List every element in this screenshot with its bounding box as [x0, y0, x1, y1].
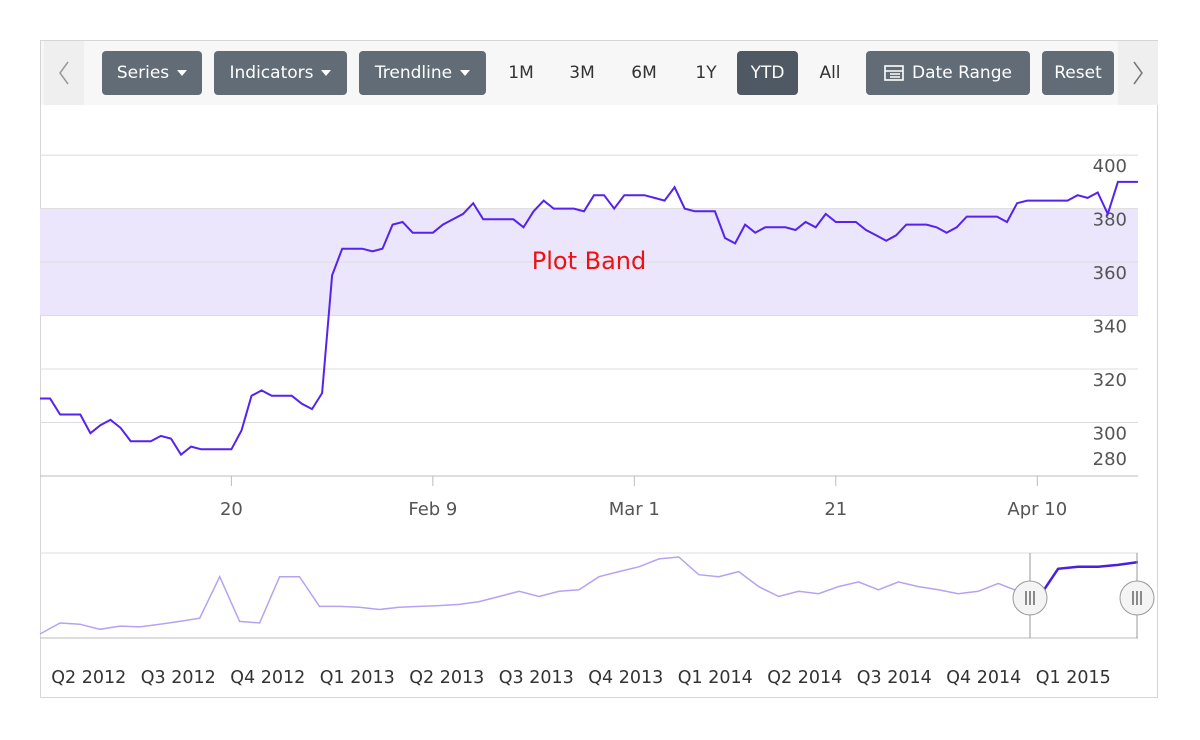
handle-grip	[1025, 591, 1142, 605]
y-tick-label: 300	[1093, 424, 1127, 445]
navigator: Q2 2012 Q3 2012 Q4 2012 Q1 2013 Q2 2013 Q3 20…	[39, 552, 1139, 688]
reset-button[interactable]: Reset	[1042, 51, 1114, 95]
date-range-button[interactable]: Date Range	[866, 51, 1030, 95]
series-button[interactable]: Series	[102, 51, 202, 95]
navigator-label: Q4 2012	[230, 668, 305, 688]
main-chart: 280 300 320 340 360 380 400 Plot Band 20 Feb 9 Mar…	[40, 154, 1138, 520]
navigator-label: Q2 2013	[409, 668, 484, 688]
x-tick-label: 20	[220, 499, 243, 520]
navigator-label: Q4 2014	[946, 668, 1021, 688]
period-button[interactable]: 3M	[569, 63, 595, 83]
y-tick-label: 340	[1093, 317, 1127, 338]
navigator-line	[39, 556, 1139, 635]
trendline-button[interactable]: Trendline	[359, 51, 486, 95]
button-label: Date Range	[912, 63, 1012, 83]
toolbar: Series Indicators Trendline 1M 3M 6M 1Y …	[41, 41, 1158, 105]
button-label: Indicators	[229, 63, 314, 83]
x-tick-label: Feb 9	[408, 499, 457, 520]
y-tick-label: 400	[1093, 156, 1127, 177]
scroll-left[interactable]	[44, 41, 84, 105]
navigator-label: Q3 2014	[857, 668, 932, 688]
period-button[interactable]: 1Y	[695, 63, 717, 83]
plot-band-label: Plot Band	[532, 247, 646, 275]
navigator-label: Q3 2012	[141, 668, 216, 688]
x-tick-label: Apr 10	[1007, 499, 1067, 520]
x-tick-label: 21	[824, 499, 847, 520]
x-tick-label: Mar 1	[609, 499, 660, 520]
navigator-label: Q4 2013	[588, 668, 663, 688]
navigator-label: Q1 2013	[320, 668, 395, 688]
scroll-right[interactable]	[1118, 41, 1158, 105]
price-line	[40, 180, 1138, 457]
period-button-active[interactable]: YTD	[737, 51, 798, 95]
y-tick-label: 380	[1093, 210, 1127, 231]
navigator-label: Q3 2013	[499, 668, 574, 688]
range-selector[interactable]	[1012, 553, 1155, 638]
button-label: Series	[116, 63, 170, 83]
navigator-label: Q1 2014	[678, 668, 753, 688]
y-tick-label: 320	[1093, 370, 1127, 391]
y-tick-label: 280	[1093, 449, 1127, 470]
period-button[interactable]: All	[819, 63, 841, 83]
period-button[interactable]: 6M	[631, 63, 657, 83]
selected-range-line	[1030, 560, 1138, 601]
button-label: Trendline	[374, 63, 453, 83]
navigator-label: Q2 2012	[51, 668, 126, 688]
indicators-button[interactable]: Indicators	[214, 51, 347, 95]
navigator-label: Q1 2015	[1036, 668, 1111, 688]
navigator-label: Q2 2014	[767, 668, 842, 688]
y-tick-label: 360	[1093, 263, 1127, 284]
period-button[interactable]: 1M	[508, 63, 534, 83]
